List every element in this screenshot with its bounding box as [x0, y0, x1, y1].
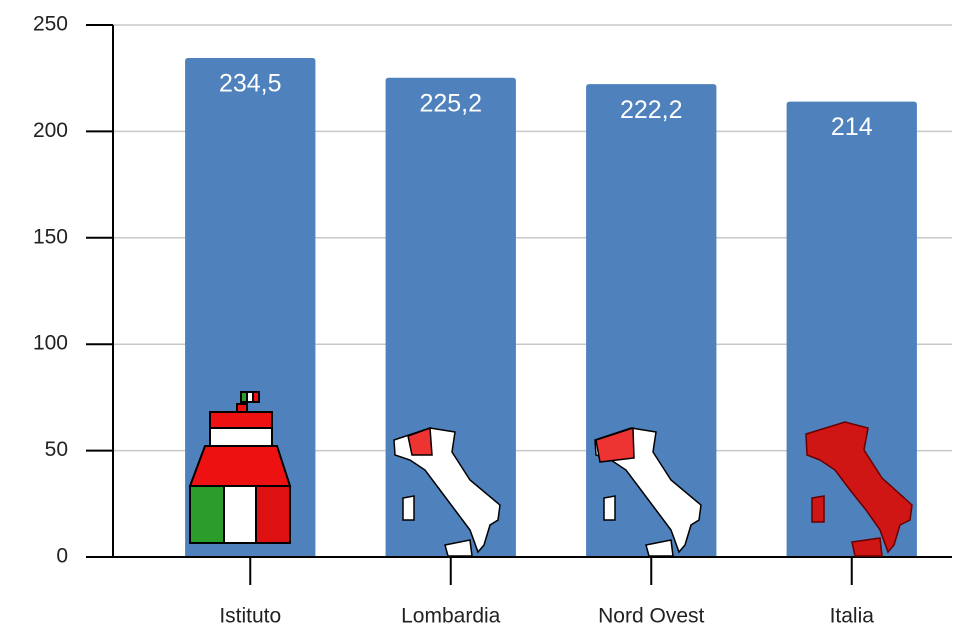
map-icon: [594, 426, 702, 557]
map-icon: [805, 421, 913, 557]
value-label: 234,5: [219, 70, 282, 98]
icons: [188, 391, 913, 557]
y-tick-label: 200: [33, 119, 68, 142]
y-tick-label: 50: [45, 438, 68, 461]
value-label: 225,2: [419, 89, 482, 117]
y-tick-label: 250: [33, 13, 68, 36]
y-tick-label: 0: [56, 545, 68, 568]
x-tick-label: Nord Ovest: [598, 605, 704, 628]
x-tick-label: Italia: [830, 605, 875, 628]
y-tick-label: 150: [33, 225, 68, 248]
y-tick-label: 100: [33, 332, 68, 355]
plot: 0 50 100 150 200 250 234,5 Istituto 225,2 Lombard…: [33, 13, 952, 628]
value-label: 214: [831, 113, 873, 141]
x-tick-label: Istituto: [219, 605, 281, 628]
x-tick-label: Lombardia: [401, 605, 501, 628]
school-icon: [188, 391, 292, 544]
map-icon: [393, 426, 501, 557]
value-label: 222,2: [620, 96, 683, 124]
